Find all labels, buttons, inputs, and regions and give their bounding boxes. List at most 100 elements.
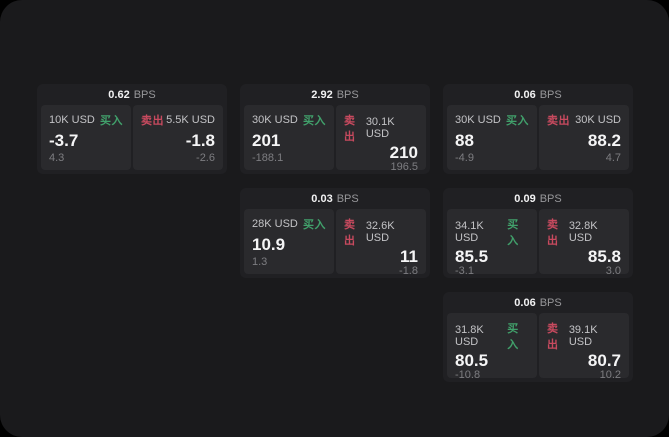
quote-panels: 28K USD 买入 10.9 1.3 卖出 32.6K USD 11 -1.8 (244, 209, 426, 277)
buy-price: 85.5 (455, 247, 489, 266)
sell-amount: 32.8K USD (568, 220, 598, 244)
sell-price: 80.7 (587, 351, 621, 370)
buy-amount: 30K USD (252, 114, 298, 126)
sell-amount: 32.6K USD (365, 220, 395, 244)
card-header: 0.62 BPS (41, 84, 223, 105)
sell-panel-header: 卖出 30.1K USD (344, 112, 418, 144)
bps-label: BPS (539, 88, 562, 101)
sell-label: 卖出 (547, 323, 559, 351)
sell-panel[interactable]: 卖出 5.5K USD -1.8 -2.6 (133, 105, 223, 170)
bps-value: 2.92 (311, 88, 333, 101)
quote-card: 0.06 BPS 31.8K USD 买入 80.5 -10.8 卖出 39.1… (443, 292, 633, 382)
buy-label: 买入 (507, 219, 519, 247)
buy-price: -3.7 (49, 130, 79, 150)
buy-amount: 30K USD (455, 114, 501, 126)
buy-panel[interactable]: 10K USD 买入 -3.7 4.3 (41, 105, 131, 170)
buy-panel-header: 31.8K USD 买入 (455, 320, 529, 352)
quote-panels: 30K USD 买入 201 -188.1 卖出 30.1K USD 210 1… (244, 105, 426, 173)
card-header: 0.06 BPS (447, 84, 629, 105)
buy-label: 买入 (303, 219, 326, 231)
bps-value: 0.06 (514, 296, 536, 309)
buy-panel[interactable]: 30K USD 买入 201 -188.1 (244, 105, 334, 170)
bps-value: 0.03 (311, 192, 333, 205)
sell-label: 卖出 (141, 115, 164, 127)
quote-card: 0.03 BPS 28K USD 买入 10.9 1.3 卖出 32.6K US… (240, 188, 430, 278)
buy-delta: -10.8 (455, 369, 481, 381)
bps-label: BPS (539, 296, 562, 309)
buy-delta: -188.1 (252, 152, 284, 164)
sell-amount: 39.1K USD (568, 324, 598, 348)
buy-panel-header: 34.1K USD 买入 (455, 216, 529, 248)
buy-label: 买入 (100, 115, 123, 127)
sell-delta: -1.8 (399, 265, 418, 277)
bps-label: BPS (539, 192, 562, 205)
quote-card: 0.62 BPS 10K USD 买入 -3.7 4.3 卖出 5.5K USD (37, 84, 227, 174)
buy-delta: 4.3 (49, 152, 65, 164)
quote-card: 0.06 BPS 30K USD 买入 88 -4.9 卖出 30K USD (443, 84, 633, 174)
bps-value: 0.09 (514, 192, 536, 205)
buy-panel[interactable]: 31.8K USD 买入 80.5 -10.8 (447, 313, 537, 381)
sell-amount: 30.1K USD (365, 116, 395, 140)
buy-delta: -4.9 (455, 152, 474, 164)
sell-label: 卖出 (344, 219, 356, 247)
quote-panels: 31.8K USD 买入 80.5 -10.8 卖出 39.1K USD 80.… (447, 313, 629, 381)
buy-price: 201 (252, 130, 281, 150)
sell-label: 卖出 (344, 115, 356, 143)
quote-card: 0.09 BPS 34.1K USD 买入 85.5 -3.1 卖出 32.8K… (443, 188, 633, 278)
quote-cards-grid: 0.62 BPS 10K USD 买入 -3.7 4.3 卖出 5.5K USD (37, 84, 633, 382)
sell-price: 210 (389, 143, 418, 162)
sell-amount: 5.5K USD (166, 114, 215, 126)
buy-panel-header: 30K USD 买入 (252, 112, 326, 128)
sell-panel-header: 卖出 30K USD (547, 112, 621, 128)
sell-panel-header: 卖出 39.1K USD (547, 320, 621, 352)
bps-label: BPS (133, 88, 156, 101)
buy-price: 10.9 (252, 234, 286, 254)
sell-price: 11 (400, 247, 418, 266)
sell-delta: 10.2 (599, 369, 621, 381)
sell-panel[interactable]: 卖出 30K USD 88.2 4.7 (539, 105, 629, 170)
buy-delta: 1.3 (252, 256, 268, 268)
sell-label: 卖出 (547, 115, 570, 127)
sell-price: 88.2 (587, 130, 621, 150)
card-header: 0.06 BPS (447, 292, 629, 313)
buy-label: 买入 (507, 323, 519, 351)
card-header: 2.92 BPS (244, 84, 426, 105)
buy-amount: 10K USD (49, 114, 95, 126)
buy-delta: -3.1 (455, 265, 474, 277)
sell-delta: 196.5 (390, 161, 418, 173)
buy-amount: 34.1K USD (455, 220, 484, 244)
buy-panel-header: 10K USD 买入 (49, 112, 123, 128)
buy-label: 买入 (303, 115, 326, 127)
buy-panel[interactable]: 30K USD 买入 88 -4.9 (447, 105, 537, 170)
sell-delta: 4.7 (605, 152, 621, 164)
bps-label: BPS (336, 192, 359, 205)
buy-amount: 28K USD (252, 218, 298, 230)
sell-panel[interactable]: 卖出 39.1K USD 80.7 10.2 (539, 313, 629, 381)
sell-panel[interactable]: 卖出 30.1K USD 210 196.5 (336, 105, 426, 173)
buy-panel-header: 28K USD 买入 (252, 216, 326, 232)
quote-panels: 30K USD 买入 88 -4.9 卖出 30K USD 88.2 4.7 (447, 105, 629, 170)
sell-panel[interactable]: 卖出 32.6K USD 11 -1.8 (336, 209, 426, 277)
buy-price: 88 (455, 130, 474, 150)
buy-label: 买入 (506, 115, 529, 127)
buy-amount: 31.8K USD (455, 324, 484, 348)
sell-panel-header: 卖出 32.8K USD (547, 216, 621, 248)
sell-price: 85.8 (587, 247, 621, 266)
sell-amount: 30K USD (575, 114, 621, 126)
quote-card: 2.92 BPS 30K USD 买入 201 -188.1 卖出 30.1K … (240, 84, 430, 174)
card-header: 0.09 BPS (447, 188, 629, 209)
bps-value: 0.62 (108, 88, 130, 101)
card-header: 0.03 BPS (244, 188, 426, 209)
bps-label: BPS (336, 88, 359, 101)
sell-panel[interactable]: 卖出 32.8K USD 85.8 3.0 (539, 209, 629, 277)
buy-panel-header: 30K USD 买入 (455, 112, 529, 128)
quote-panels: 10K USD 买入 -3.7 4.3 卖出 5.5K USD -1.8 -2.… (41, 105, 223, 170)
sell-panel-header: 卖出 32.6K USD (344, 216, 418, 248)
buy-panel[interactable]: 28K USD 买入 10.9 1.3 (244, 209, 334, 274)
sell-price: -1.8 (185, 130, 215, 150)
sell-delta: -2.6 (196, 152, 215, 164)
bps-value: 0.06 (514, 88, 536, 101)
sell-panel-header: 卖出 5.5K USD (141, 112, 215, 128)
buy-panel[interactable]: 34.1K USD 买入 85.5 -3.1 (447, 209, 537, 277)
